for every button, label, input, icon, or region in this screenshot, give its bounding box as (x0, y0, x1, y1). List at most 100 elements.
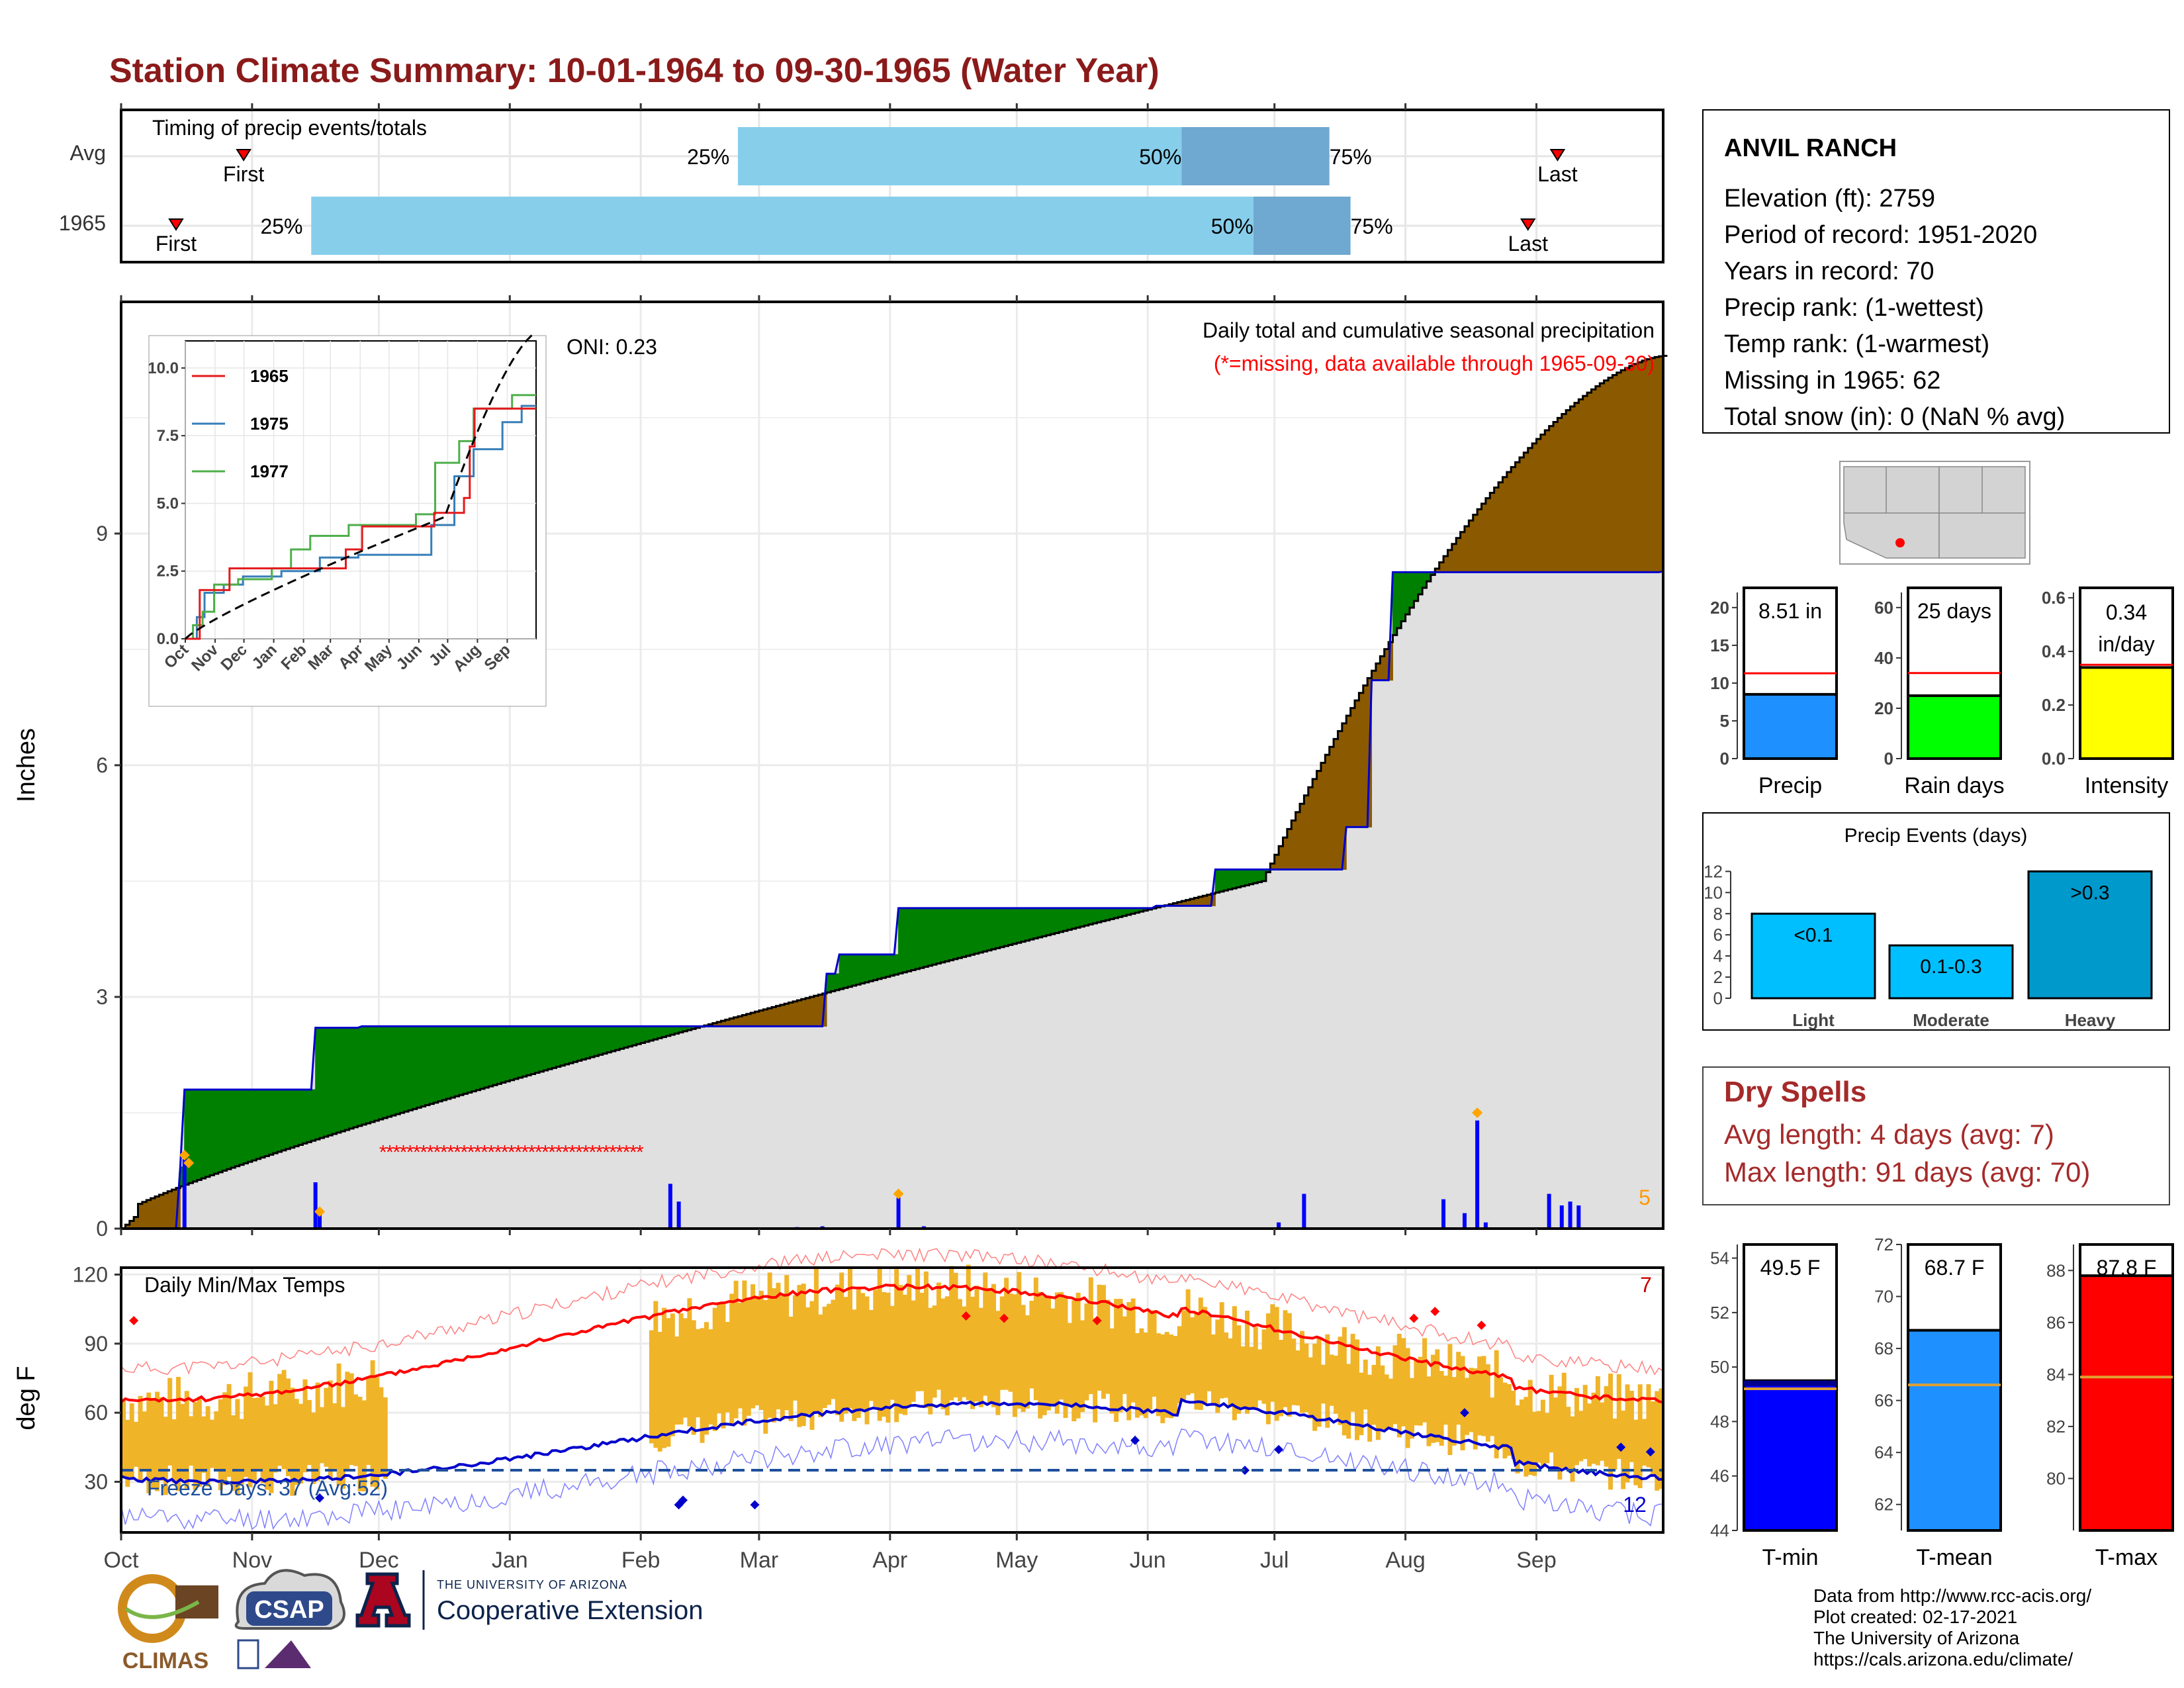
small-bar-y-tick-label: 84 (2046, 1364, 2066, 1384)
small-bar-value-label: 0.34 (2106, 600, 2147, 624)
daily-temp-bar (928, 1307, 933, 1415)
small-bar-y-tick-label: 0.6 (2042, 588, 2066, 608)
small-bar-y-tick-label: 0.4 (2042, 641, 2066, 661)
daily-temp-bar (991, 1284, 996, 1407)
timing-last-label: Last (1537, 162, 1578, 186)
month-tick-label: Dec (359, 1548, 398, 1573)
daily-temp-bar (281, 1370, 287, 1470)
daily-temp-bar (831, 1299, 836, 1399)
daily-temp-bar (222, 1392, 228, 1485)
month-tick-label: Aug (1385, 1548, 1426, 1573)
daily-temp-bar (311, 1412, 316, 1484)
daily-temp-bar (1511, 1390, 1516, 1460)
daily-temp-bar (1101, 1285, 1106, 1399)
missing-marker: * (562, 1141, 570, 1163)
missing-marker: * (501, 1141, 509, 1163)
station-name: ANVIL RANCH (1724, 134, 1897, 162)
daily-temp-bar (772, 1288, 777, 1423)
small-bar-y-tick-label: 82 (2046, 1417, 2066, 1436)
daily-temp-bar (361, 1400, 367, 1492)
ua-logo-small-text: THE UNIVERSITY OF ARIZONA (437, 1578, 627, 1591)
events-y-tick-label: 4 (1713, 946, 1723, 966)
record-precip-marker (183, 1157, 195, 1168)
small-bar-y-tick-label: 64 (1874, 1442, 1893, 1462)
daily-temp-bar (843, 1297, 848, 1414)
daily-temp-bar (1481, 1356, 1486, 1436)
climas-logo: CLIMAS (118, 1574, 218, 1673)
small-bar-y-tick-label: 5 (1720, 711, 1729, 731)
precip-events-chart: Precip Events (days) 024681012<0.1Light0… (1702, 812, 2170, 1031)
daily-temp-bar (882, 1291, 887, 1417)
precip-y-tick-label: 3 (96, 985, 108, 1009)
daily-temp-bar (366, 1376, 371, 1466)
daily-temp-bar (1059, 1291, 1064, 1400)
daily-temp-bar (712, 1307, 717, 1431)
precip-y-axis: 0 3 6 9 (96, 522, 121, 1241)
timing-panel: 25% 50% 75% First Last 25% 50% 75% First Last Tim… (59, 109, 1664, 263)
timing-p75-label: 75% (1351, 214, 1393, 238)
daily-temp-bar (129, 1403, 134, 1479)
small-bar-chart-t-min: 44 46 48 50 52 54 49.5 F T-min (1710, 1243, 1838, 1570)
timing-bars: 25% 50% 75% First Last 25% 50% 75% First Last (156, 127, 1578, 256)
average-high-line (120, 1283, 1664, 1404)
daily-temp-bar (167, 1378, 173, 1466)
daily-temp-bar (1088, 1277, 1093, 1394)
missing-marker: * (440, 1141, 448, 1163)
daily-precip-bar (1475, 1120, 1480, 1229)
small-bar-y-tick-label: 68 (1874, 1338, 1893, 1358)
daily-precip-bar (1441, 1199, 1446, 1229)
record-low-marker (1459, 1408, 1469, 1418)
precip-y-tick-label: 9 (96, 522, 108, 545)
record-low-marker (315, 1493, 325, 1503)
daily-temp-bar (214, 1411, 219, 1470)
daily-temp-bar (1126, 1302, 1132, 1421)
daily-temp-bar (1642, 1419, 1647, 1466)
missing-marker: * (541, 1141, 549, 1163)
daily-temp-bar (121, 1401, 126, 1477)
daily-temp-bar (1473, 1368, 1478, 1450)
daily-temp-bar (345, 1372, 350, 1472)
daily-temp-bar (1071, 1300, 1077, 1422)
daily-temp-bar (852, 1309, 857, 1421)
inset-legend-label: 1977 (250, 461, 289, 481)
daily-temp-bar (315, 1382, 320, 1481)
daily-temp-bar (1021, 1305, 1026, 1412)
climas-logo-text: CLIMAS (122, 1648, 208, 1673)
small-bar-y-tick-label: 0.0 (2042, 749, 2066, 769)
daily-temp-bar (298, 1403, 304, 1484)
small-bar-chart-t-mean: 62 64 66 68 70 72 68.7 F T-mean (1874, 1235, 2002, 1570)
daily-temp-bar (1008, 1293, 1013, 1392)
daily-temp-bar (1012, 1294, 1017, 1417)
small-bar-chart-rain-days: 0 20 40 60 25 days Rain days (1874, 586, 2005, 798)
timing-first-label: First (223, 162, 264, 186)
inset-line-1977 (185, 394, 536, 640)
daily-temp-bar (1451, 1377, 1457, 1446)
daily-temp-bar (1494, 1350, 1499, 1459)
precip-events-title: Precip Events (days) (1844, 825, 2028, 847)
daily-temp-bar (721, 1301, 726, 1429)
small-bar-value (1743, 1379, 1838, 1532)
daily-temp-bar (1320, 1364, 1326, 1404)
missing-marker: * (426, 1141, 434, 1163)
daily-temp-bar (1612, 1418, 1617, 1470)
inset-y-tick-label: 2.5 (157, 563, 179, 581)
station-line: Years in record: 70 (1724, 258, 1934, 285)
station-line: Period of record: 1951-2020 (1724, 221, 2037, 249)
daily-temp-bar (1561, 1372, 1567, 1468)
daily-temp-bar (1325, 1334, 1330, 1428)
inset-y-tick-label: 0.0 (157, 630, 179, 648)
daily-temp-bar (260, 1396, 265, 1483)
small-bar-y-tick-label: 62 (1874, 1495, 1893, 1515)
daily-temp-bar (324, 1387, 329, 1467)
daily-temp-bar (1042, 1296, 1047, 1415)
daily-temp-bar (1122, 1316, 1127, 1394)
daily-temp-bar (138, 1395, 143, 1482)
daily-temp-bar (1515, 1405, 1520, 1474)
daily-temp-bar (776, 1282, 781, 1410)
missing-marker: * (413, 1141, 421, 1163)
daily-precip-bar (1483, 1222, 1488, 1229)
small-bar-y-tick-label: 0 (1720, 749, 1729, 769)
daily-temp-bar (1139, 1328, 1144, 1416)
timing-p50-label: 50% (1139, 145, 1181, 169)
